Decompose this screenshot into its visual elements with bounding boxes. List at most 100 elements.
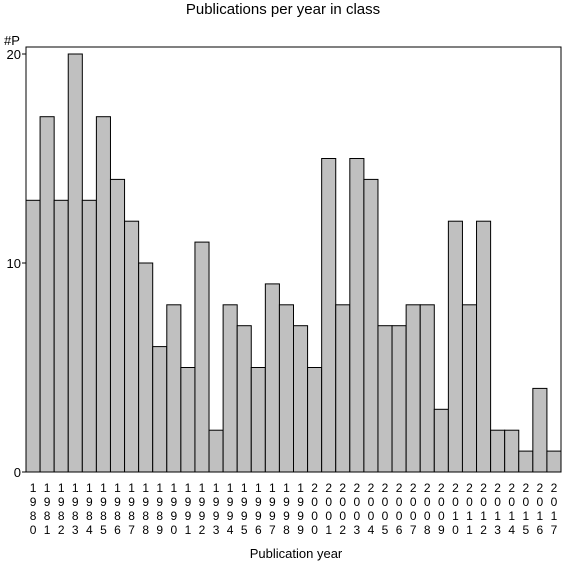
bar-1989: [152, 346, 168, 473]
plot-frame: [25, 46, 562, 473]
bar-2011: [461, 304, 478, 473]
bar-1996: [250, 367, 266, 473]
bar-1986: [109, 178, 126, 473]
bar-1980: [25, 199, 41, 473]
bar-2001: [321, 158, 337, 473]
bar-1990: [166, 304, 182, 473]
chart-title: Publications per year in class: [186, 1, 380, 18]
bar-2000: [307, 367, 323, 473]
bar-1981: [39, 116, 55, 473]
y-tick-label-10: 10: [7, 256, 21, 271]
y-tick-label-0: 0: [14, 465, 21, 480]
bar-1998: [278, 304, 295, 473]
bar-2009: [433, 408, 449, 473]
y-tick-label-20: 20: [7, 47, 21, 62]
axes-group: [25, 46, 562, 473]
bar-1984: [81, 199, 97, 473]
bar-1987: [124, 220, 140, 473]
y-ticks-group: 0 10 20: [7, 47, 26, 480]
bar-1992: [194, 241, 210, 473]
bar-1982: [53, 199, 69, 473]
bar-2012: [476, 220, 492, 473]
bars-group: [25, 53, 562, 473]
bar-2010: [447, 220, 463, 473]
bar-2003: [349, 158, 365, 473]
bar-2014: [504, 429, 520, 473]
bar-1997: [264, 283, 280, 473]
bar-2005: [377, 325, 393, 473]
bar-2008: [419, 304, 435, 473]
bar-2004: [363, 178, 379, 473]
x-ticks-group: 1 9 8 0 1 9 8 1 1 9 8 2 1 9 8 3 1 9 8 4 1 9 8 5 1 9 8 6 1 9 8 7 1 9 8 8 1 9 8 9…: [30, 481, 558, 537]
y-axis-label: #P: [4, 33, 20, 48]
bar-2007: [405, 304, 421, 473]
bar-1999: [293, 325, 309, 473]
bar-2015: [518, 450, 534, 473]
bar-1988: [138, 262, 154, 473]
bar-2013: [490, 429, 506, 473]
